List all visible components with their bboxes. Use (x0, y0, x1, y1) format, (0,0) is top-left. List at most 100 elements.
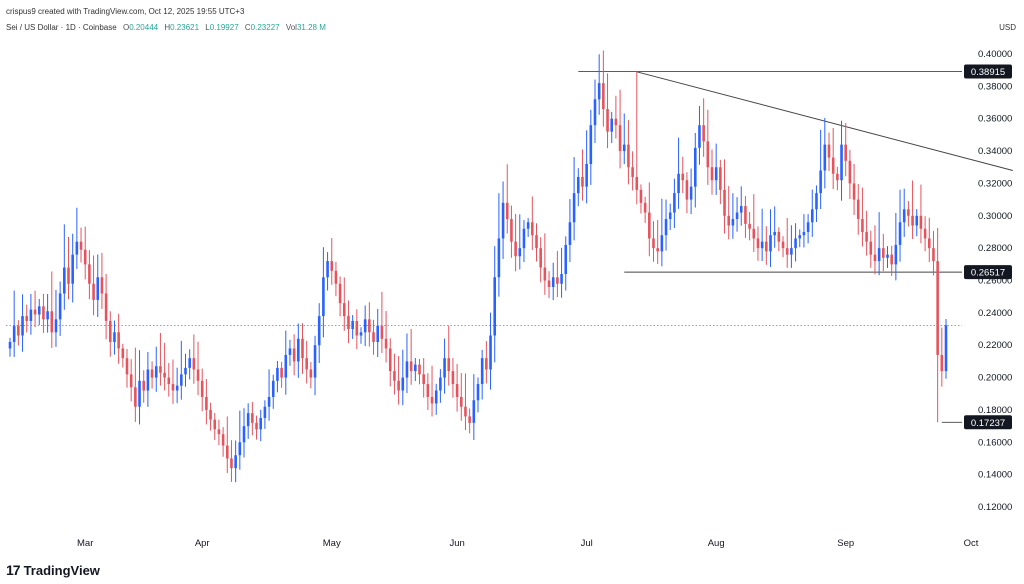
candle-body (196, 369, 200, 381)
candle-body (852, 183, 856, 200)
candle-body (480, 358, 484, 385)
y-tick-label: 0.38000 (978, 81, 1012, 92)
candle-body (330, 261, 334, 271)
tradingview-logo-icon: 17 (6, 562, 21, 578)
candle-body (735, 212, 739, 220)
y-tick-label: 0.16000 (978, 437, 1012, 448)
candle-body (338, 283, 342, 304)
candle-body (251, 413, 254, 423)
candle-body (242, 426, 246, 443)
candle-body (539, 248, 542, 268)
candle-body (384, 338, 388, 349)
candle-body (75, 241, 79, 255)
candle-body (531, 222, 534, 236)
candle-body (581, 176, 584, 187)
x-tick-label: Jun (449, 538, 464, 549)
y-tick-label: 0.34000 (978, 146, 1012, 157)
candle-body (317, 316, 321, 346)
y-tick-label: 0.28000 (978, 243, 1012, 254)
candle-body (92, 283, 95, 300)
candle-body (756, 238, 760, 249)
candle-body (234, 455, 237, 469)
candle-body (430, 396, 434, 404)
candle-body (673, 193, 676, 213)
candle-body (618, 125, 622, 152)
ohlc-high: H0.23621 (164, 23, 200, 32)
candle-body (255, 422, 258, 430)
candle-body (576, 176, 580, 194)
candle-body (819, 170, 822, 194)
candle-body (585, 164, 588, 187)
y-tick-label: 0.40000 (978, 49, 1012, 60)
candle-body (514, 241, 517, 257)
candle-body (714, 167, 718, 181)
level-tag-label: 0.17237 (971, 418, 1005, 429)
candle-body (681, 173, 685, 181)
candle-body (794, 238, 797, 249)
candle-body (869, 241, 873, 255)
x-tick-label: Sep (837, 538, 854, 549)
candle-body (401, 377, 405, 391)
candle-body (940, 354, 944, 372)
candle-body (614, 118, 618, 126)
candle-body (96, 277, 100, 300)
candle-body (376, 325, 380, 342)
candle-body (12, 325, 16, 342)
candle-body (689, 186, 693, 200)
candle-body (627, 144, 630, 168)
candle-body (71, 254, 74, 284)
level-tag-label: 0.26517 (971, 268, 1005, 279)
candle-body (284, 354, 288, 378)
candle-body (301, 338, 304, 359)
level-tag-label: 0.38915 (971, 67, 1005, 78)
candle-body (882, 248, 885, 258)
candle-body (213, 419, 217, 430)
candle-body (501, 202, 505, 239)
candle-body (865, 231, 868, 242)
y-tick-label: 0.32000 (978, 178, 1012, 189)
candle-body (113, 332, 116, 342)
candle-body (54, 319, 58, 333)
candle-body (175, 385, 179, 391)
candle-body (656, 248, 659, 252)
candle-body (927, 238, 931, 249)
candle-body (104, 293, 108, 321)
candle-body (907, 209, 910, 216)
y-tick-label: 0.30000 (978, 211, 1012, 222)
candle-body (393, 371, 396, 381)
y-tick-label: 0.18000 (978, 405, 1012, 416)
candle-body (33, 309, 37, 315)
candle-body (652, 238, 655, 249)
candle-body (276, 367, 279, 381)
candle-body (610, 118, 614, 132)
candle-body (911, 215, 914, 226)
candle-body (171, 384, 175, 391)
y-tick-label: 0.36000 (978, 114, 1012, 125)
candle-body (263, 406, 267, 419)
candle-body (209, 409, 212, 420)
candle-body (664, 219, 668, 236)
candle-body (455, 384, 459, 397)
candle-body (727, 215, 731, 226)
candle-body (271, 380, 275, 397)
x-tick-label: Oct (964, 538, 979, 549)
candle-body (836, 173, 839, 181)
symbol-name: Sei / US Dollar · 1D · Coinbase (6, 23, 117, 32)
candle-body (409, 361, 413, 372)
candle-body (919, 215, 923, 229)
candle-body (535, 235, 538, 249)
candle-body (923, 228, 927, 239)
candle-body (472, 400, 476, 423)
candle-body (380, 325, 384, 339)
candle-body (63, 267, 66, 294)
candle-body (827, 144, 831, 158)
candle-body (710, 167, 714, 181)
candle-body (497, 238, 501, 278)
candle-body (785, 248, 789, 255)
candle-body (363, 319, 367, 333)
candle-body (150, 369, 154, 378)
candle-body (180, 374, 183, 386)
candle-body (37, 306, 41, 315)
candle-body (844, 144, 848, 161)
